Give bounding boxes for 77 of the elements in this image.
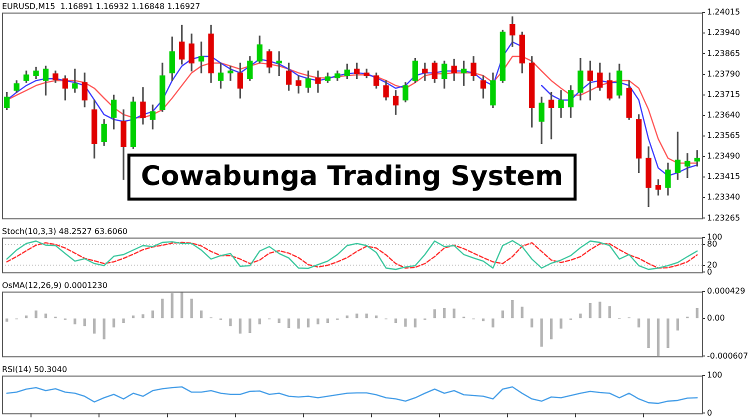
bar [297,318,300,329]
bar [180,292,184,318]
bar [238,318,242,334]
y-tick-label: 0 [707,267,712,276]
bar [6,318,8,322]
y-tick-label: -0.000607 [707,351,748,360]
candlestick [228,66,234,81]
bar [200,310,203,318]
bar [170,293,174,318]
bar [44,314,48,318]
bar [356,314,358,318]
y-tick-label: 80 [707,240,718,249]
bar [696,308,698,318]
bar [452,308,456,318]
y-tick-label: 1.23265 [707,213,740,222]
bar [647,318,650,348]
bar [394,318,398,324]
bar [112,318,116,328]
bar [74,318,76,324]
bar [588,303,592,318]
bar [598,302,602,318]
bar [656,318,660,356]
bar [637,318,640,328]
bar [365,314,368,318]
bar [676,318,680,331]
chart-title: EURUSD,M15 1.16891 1.16932 1.16848 1.16927 [2,2,200,11]
bar [511,300,514,318]
bar [102,318,106,340]
bar [443,308,446,318]
bar [93,318,96,334]
bar [151,310,154,318]
y-tick-label: 0 [707,408,712,418]
y-tick-label: 20 [707,260,718,270]
bar [142,314,144,318]
y-tick-label: 100 [707,232,722,242]
y-tick-label: 1.23790 [707,69,740,78]
bar [404,318,407,327]
bar [560,318,562,329]
bar [83,318,86,326]
bar [229,318,232,326]
bar [306,318,310,328]
y-tick-label: 0.00 [707,313,725,322]
bar [530,318,534,328]
y-tick-label: 1.23565 [707,131,740,140]
bar [550,318,553,340]
bar [540,318,543,347]
y-tick-label: 1.23415 [707,172,740,182]
chart-title: OsMA(12,26,9) 0.0001230 [2,280,108,290]
y-tick-label: 1.23865 [707,48,740,58]
bar [258,318,261,324]
bar [579,314,582,318]
bar [316,318,320,324]
bar [608,306,611,318]
chart-title: Stoch(10,3,3) 48.2527 63.6060 [2,226,128,236]
bar [414,318,417,328]
bar [34,310,38,318]
bar [161,298,164,318]
y-tick-label: 1.23640 [707,110,740,120]
bar [492,318,494,328]
y-tick-label: 0.000429 [707,286,746,296]
y-tick-label: 1.23715 [707,90,740,99]
bar [190,298,193,318]
bar [501,310,504,318]
bar [287,318,290,328]
y-tick-label: 1.23340 [707,192,740,202]
bar [122,318,125,324]
bar [326,318,330,324]
bar [248,318,252,334]
y-tick-label: 1.24015 [707,8,740,17]
bar [666,318,670,348]
chart-title: RSI(14) 50.3040 [2,364,68,374]
annotation: Cowabunga Trading System [140,161,564,192]
y-tick-label: 1.23490 [707,152,740,161]
bar [278,318,280,324]
bar [520,306,524,318]
y-tick-label: 100 [707,370,722,380]
y-tick-label: 1.23940 [707,28,740,38]
